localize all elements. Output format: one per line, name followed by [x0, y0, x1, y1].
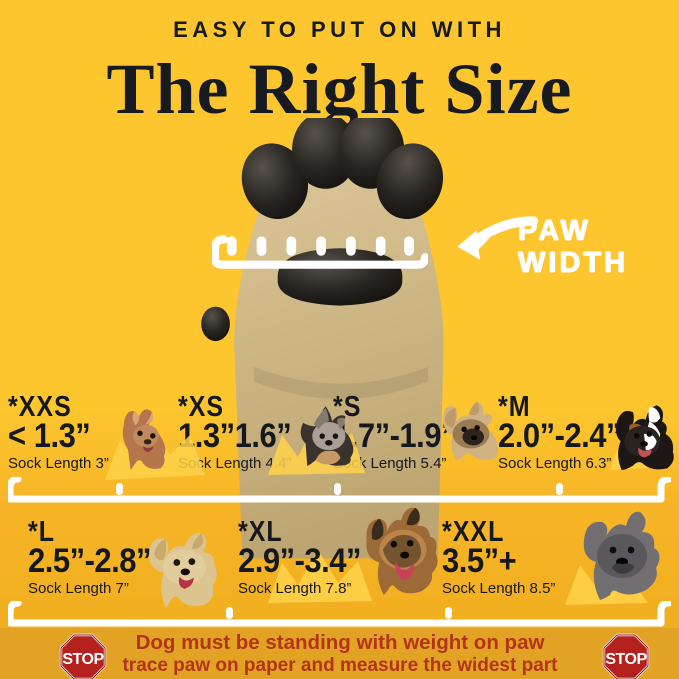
- svg-text:STOP: STOP: [605, 651, 647, 668]
